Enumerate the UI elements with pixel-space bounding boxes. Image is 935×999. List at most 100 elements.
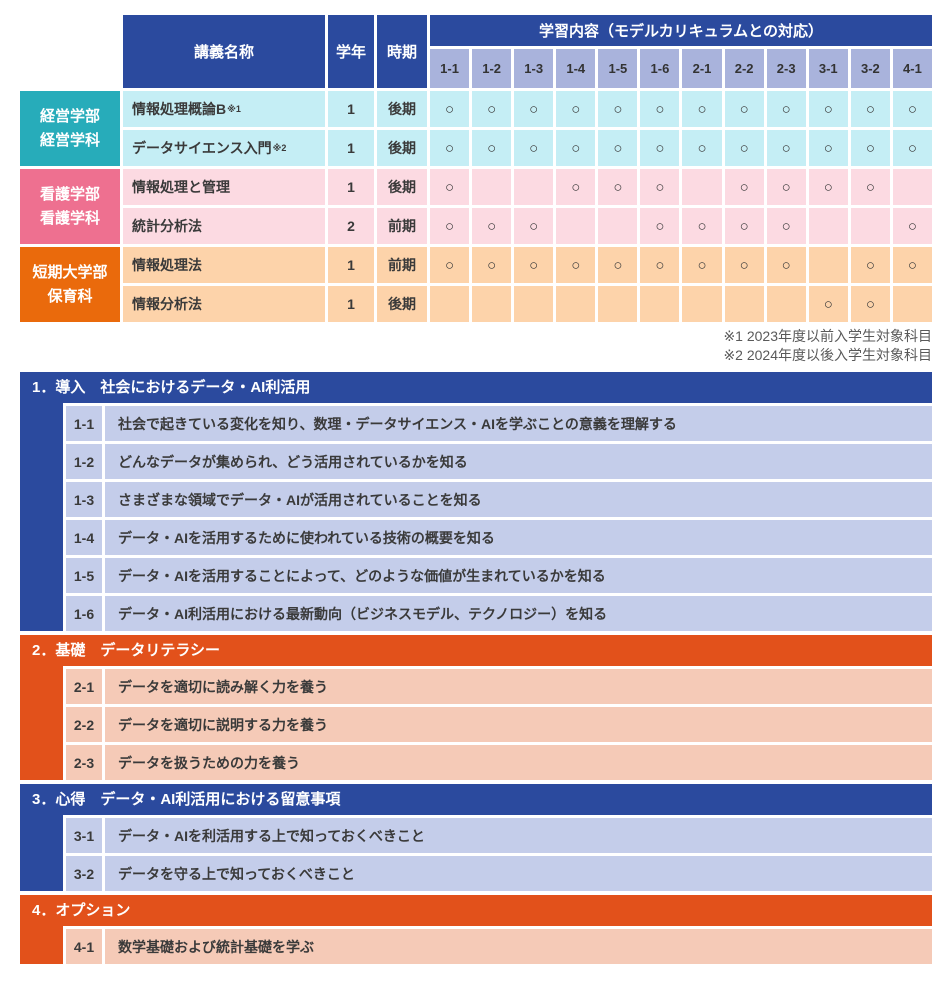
- mark-cell-1-2: ○: [472, 208, 512, 244]
- mark-cell-1-6: ○: [640, 130, 680, 166]
- mark-cell-2-2: ○: [724, 130, 764, 166]
- mark-cell-1-6: [640, 286, 680, 322]
- term-cell: 後期: [377, 169, 427, 205]
- course-name-cell: 統計分析法: [123, 208, 325, 244]
- learning-item-row: 1-1 社会で起きている変化を知り、数理・データサイエンス・AIを学ぶことの意義を…: [63, 403, 932, 441]
- column-header-1-3: 1-3: [514, 49, 554, 88]
- faculty-group-cell: 看護学部 看護学科: [20, 169, 120, 244]
- faculty-group-label: 保育科: [47, 287, 93, 305]
- mark-cell-2-1: ○: [682, 130, 722, 166]
- item-text: データ・AIを利活用する上で知っておくべきこと: [105, 818, 932, 853]
- learning-item-row: 1-6 データ・AI利活用における最新動向（ビジネスモデル、テクノロジー）を知る: [63, 593, 932, 631]
- mark-cell-1-1: [430, 286, 470, 322]
- table-corner-spacer: [20, 15, 120, 88]
- mark-cell-1-2: ○: [472, 91, 512, 127]
- mark-cell-1-4: ○: [556, 91, 596, 127]
- mark-cell-1-4: ○: [556, 247, 596, 283]
- column-header-1-4: 1-4: [556, 49, 596, 88]
- course-name: 情報処理法: [132, 257, 202, 273]
- mark-cell-4-1: [892, 169, 932, 205]
- mark-cell-2-2: ○: [724, 247, 764, 283]
- mark-cell-3-1: ○: [808, 130, 848, 166]
- mark-cell-2-3: ○: [766, 169, 806, 205]
- mark-cell-1-5: ○: [598, 247, 638, 283]
- term-cell: 後期: [377, 91, 427, 127]
- faculty-group-label: 看護学科: [39, 209, 100, 227]
- learning-item-row: 3-2 データを守る上で知っておくべきこと: [63, 853, 932, 891]
- mark-cell-2-2: ○: [724, 169, 764, 205]
- mark-cell-1-3: [514, 169, 554, 205]
- column-header-2-3: 2-3: [766, 49, 806, 88]
- item-id: 3-1: [66, 818, 105, 853]
- mark-cell-1-6: ○: [640, 208, 680, 244]
- mark-cell-1-3: ○: [514, 130, 554, 166]
- mark-cell-2-1: [682, 286, 722, 322]
- section-2: 2．基礎 データリテラシー 2-1 データを適切に読み解く力を養う 2-2 データを適切…: [20, 635, 932, 780]
- mark-cell-4-1: ○: [892, 208, 932, 244]
- column-header-1-6: 1-6: [640, 49, 680, 88]
- grade-cell: 1: [328, 286, 374, 322]
- learning-sections: 1．導入 社会におけるデータ・AI利活用 1-1 社会で起きている変化を知り、数理・…: [20, 372, 932, 964]
- mark-cell-3-2: ○: [850, 169, 890, 205]
- item-id: 2-2: [66, 707, 105, 742]
- grade-cell: 1: [328, 91, 374, 127]
- mark-cell-1-3: ○: [514, 247, 554, 283]
- item-text: データを守る上で知っておくべきこと: [105, 856, 932, 891]
- term-cell: 前期: [377, 208, 427, 244]
- course-name-cell: 情報処理概論B ※1: [123, 91, 325, 127]
- footnote-2: ※2 2024年度以後入学生対象科目: [723, 347, 932, 363]
- column-header-1-2: 1-2: [472, 49, 512, 88]
- learning-item-row: 1-3 さまざまな領域でデータ・AIが活用されていることを知る: [63, 479, 932, 517]
- learning-item-row: 1-2 どんなデータが集められ、どう活用されているかを知る: [63, 441, 932, 479]
- section-title-bar: 1．導入 社会におけるデータ・AI利活用: [32, 379, 311, 396]
- mark-cell-2-1: ○: [682, 91, 722, 127]
- mark-cell-3-1: ○: [808, 91, 848, 127]
- learning-item-row: 1-4 データ・AIを活用するために使われている技術の概要を知る: [63, 517, 932, 555]
- column-header-1-5: 1-5: [598, 49, 638, 88]
- learning-item-row: 4-1 数学基礎および統計基礎を学ぶ: [63, 926, 932, 964]
- mark-cell-2-2: [724, 286, 764, 322]
- course-name-header: 講義名称: [123, 15, 325, 88]
- learning-item-row: 2-3 データを扱うための力を養う: [63, 742, 932, 780]
- item-id: 3-2: [66, 856, 105, 891]
- mark-cell-3-2: [850, 208, 890, 244]
- item-id: 2-3: [66, 745, 105, 780]
- column-header-1-1: 1-1: [430, 49, 470, 88]
- item-text: さまざまな領域でデータ・AIが活用されていることを知る: [105, 482, 932, 517]
- item-id: 1-5: [66, 558, 105, 593]
- mark-cell-1-1: ○: [430, 208, 470, 244]
- grade-cell: 1: [328, 130, 374, 166]
- course-name-cell: 情報処理法: [123, 247, 325, 283]
- mark-cell-2-3: ○: [766, 130, 806, 166]
- mark-cell-2-2: ○: [724, 208, 764, 244]
- learning-item-row: 3-1 データ・AIを利活用する上で知っておくべきこと: [63, 815, 932, 853]
- mark-cell-1-4: [556, 286, 596, 322]
- mark-cell-4-1: ○: [892, 247, 932, 283]
- mark-cell-1-4: ○: [556, 169, 596, 205]
- grade-cell: 1: [328, 247, 374, 283]
- course-note-ref: ※2: [272, 142, 287, 153]
- column-header-2-1: 2-1: [682, 49, 722, 88]
- mark-cell-3-2: ○: [850, 247, 890, 283]
- column-header-2-2: 2-2: [724, 49, 764, 88]
- item-text: データを適切に説明する力を養う: [105, 707, 932, 742]
- mark-cell-1-2: [472, 169, 512, 205]
- content-header: 学習内容（モデルカリキュラムとの対応）: [430, 15, 932, 46]
- item-text: データ・AIを活用することによって、どのような価値が生まれているかを知る: [105, 558, 932, 593]
- column-header-3-2: 3-2: [850, 49, 890, 88]
- mark-cell-1-6: ○: [640, 91, 680, 127]
- grade-header: 学年: [328, 15, 374, 88]
- footnote-1: ※1 2023年度以前入学生対象科目: [723, 328, 932, 344]
- course-name: 統計分析法: [132, 218, 202, 234]
- mark-cell-1-5: [598, 208, 638, 244]
- page: 講義名称 学年 時期 学習内容（モデルカリキュラムとの対応） 1-1 1-2 1-3 1-4 1…: [0, 15, 935, 964]
- curriculum-table: 講義名称 学年 時期 学習内容（モデルカリキュラムとの対応） 1-1 1-2 1-3 1-4 1…: [20, 15, 932, 322]
- mark-cell-1-4: ○: [556, 130, 596, 166]
- mark-cell-1-6: ○: [640, 169, 680, 205]
- mark-cell-4-1: [892, 286, 932, 322]
- mark-cell-1-1: ○: [430, 91, 470, 127]
- mark-cell-2-1: ○: [682, 247, 722, 283]
- mark-cell-1-5: ○: [598, 91, 638, 127]
- mark-cell-2-3: [766, 286, 806, 322]
- learning-item-row: 2-2 データを適切に説明する力を養う: [63, 704, 932, 742]
